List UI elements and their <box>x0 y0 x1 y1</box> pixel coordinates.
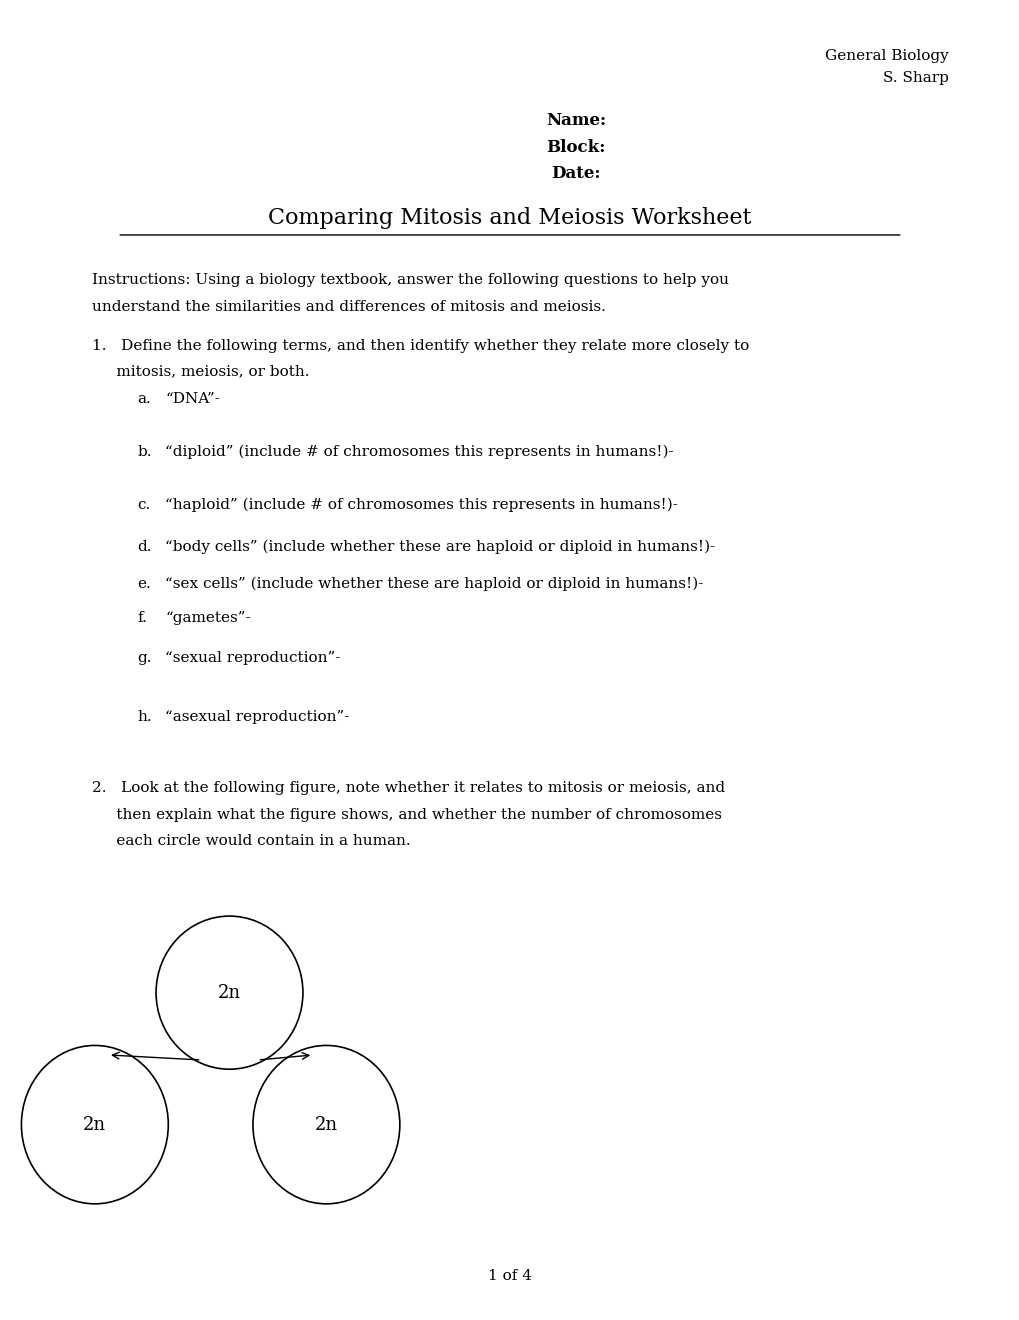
Text: 2n: 2n <box>315 1115 337 1134</box>
Text: “asexual reproduction”-: “asexual reproduction”- <box>165 710 350 725</box>
Text: 1.   Define the following terms, and then identify whether they relate more clos: 1. Define the following terms, and then … <box>92 339 748 354</box>
Text: a.: a. <box>138 392 151 407</box>
Text: S. Sharp: S. Sharp <box>881 71 948 86</box>
Text: “sex cells” (include whether these are haploid or diploid in humans!)-: “sex cells” (include whether these are h… <box>165 577 703 591</box>
Text: 2.   Look at the following figure, note whether it relates to mitosis or meiosis: 2. Look at the following figure, note wh… <box>92 781 725 796</box>
Text: then explain what the figure shows, and whether the number of chromosomes: then explain what the figure shows, and … <box>92 808 721 822</box>
Text: Name:: Name: <box>546 112 605 129</box>
Text: 2n: 2n <box>218 983 240 1002</box>
Text: Block:: Block: <box>546 139 605 156</box>
Text: h.: h. <box>138 710 152 725</box>
Text: “sexual reproduction”-: “sexual reproduction”- <box>165 651 340 665</box>
Text: c.: c. <box>138 498 151 512</box>
Text: “diploid” (include # of chromosomes this represents in humans!)-: “diploid” (include # of chromosomes this… <box>165 445 674 459</box>
Text: Date:: Date: <box>551 165 600 182</box>
Text: “DNA”-: “DNA”- <box>165 392 220 407</box>
Text: “gametes”-: “gametes”- <box>165 611 251 626</box>
Text: Instructions: Using a biology textbook, answer the following questions to help y: Instructions: Using a biology textbook, … <box>92 273 729 288</box>
Text: Comparing Mitosis and Meiosis Worksheet: Comparing Mitosis and Meiosis Worksheet <box>268 207 751 230</box>
Text: 1 of 4: 1 of 4 <box>487 1269 532 1283</box>
Text: each circle would contain in a human.: each circle would contain in a human. <box>92 834 410 849</box>
Text: understand the similarities and differences of mitosis and meiosis.: understand the similarities and differen… <box>92 300 605 314</box>
Text: 2n: 2n <box>84 1115 106 1134</box>
Text: f.: f. <box>138 611 148 626</box>
Text: “body cells” (include whether these are haploid or diploid in humans!)-: “body cells” (include whether these are … <box>165 540 714 554</box>
Text: e.: e. <box>138 577 151 591</box>
Text: g.: g. <box>138 651 152 665</box>
Text: d.: d. <box>138 540 152 554</box>
Text: General Biology: General Biology <box>824 49 948 63</box>
Text: mitosis, meiosis, or both.: mitosis, meiosis, or both. <box>92 364 309 379</box>
Text: b.: b. <box>138 445 152 459</box>
Text: “haploid” (include # of chromosomes this represents in humans!)-: “haploid” (include # of chromosomes this… <box>165 498 678 512</box>
